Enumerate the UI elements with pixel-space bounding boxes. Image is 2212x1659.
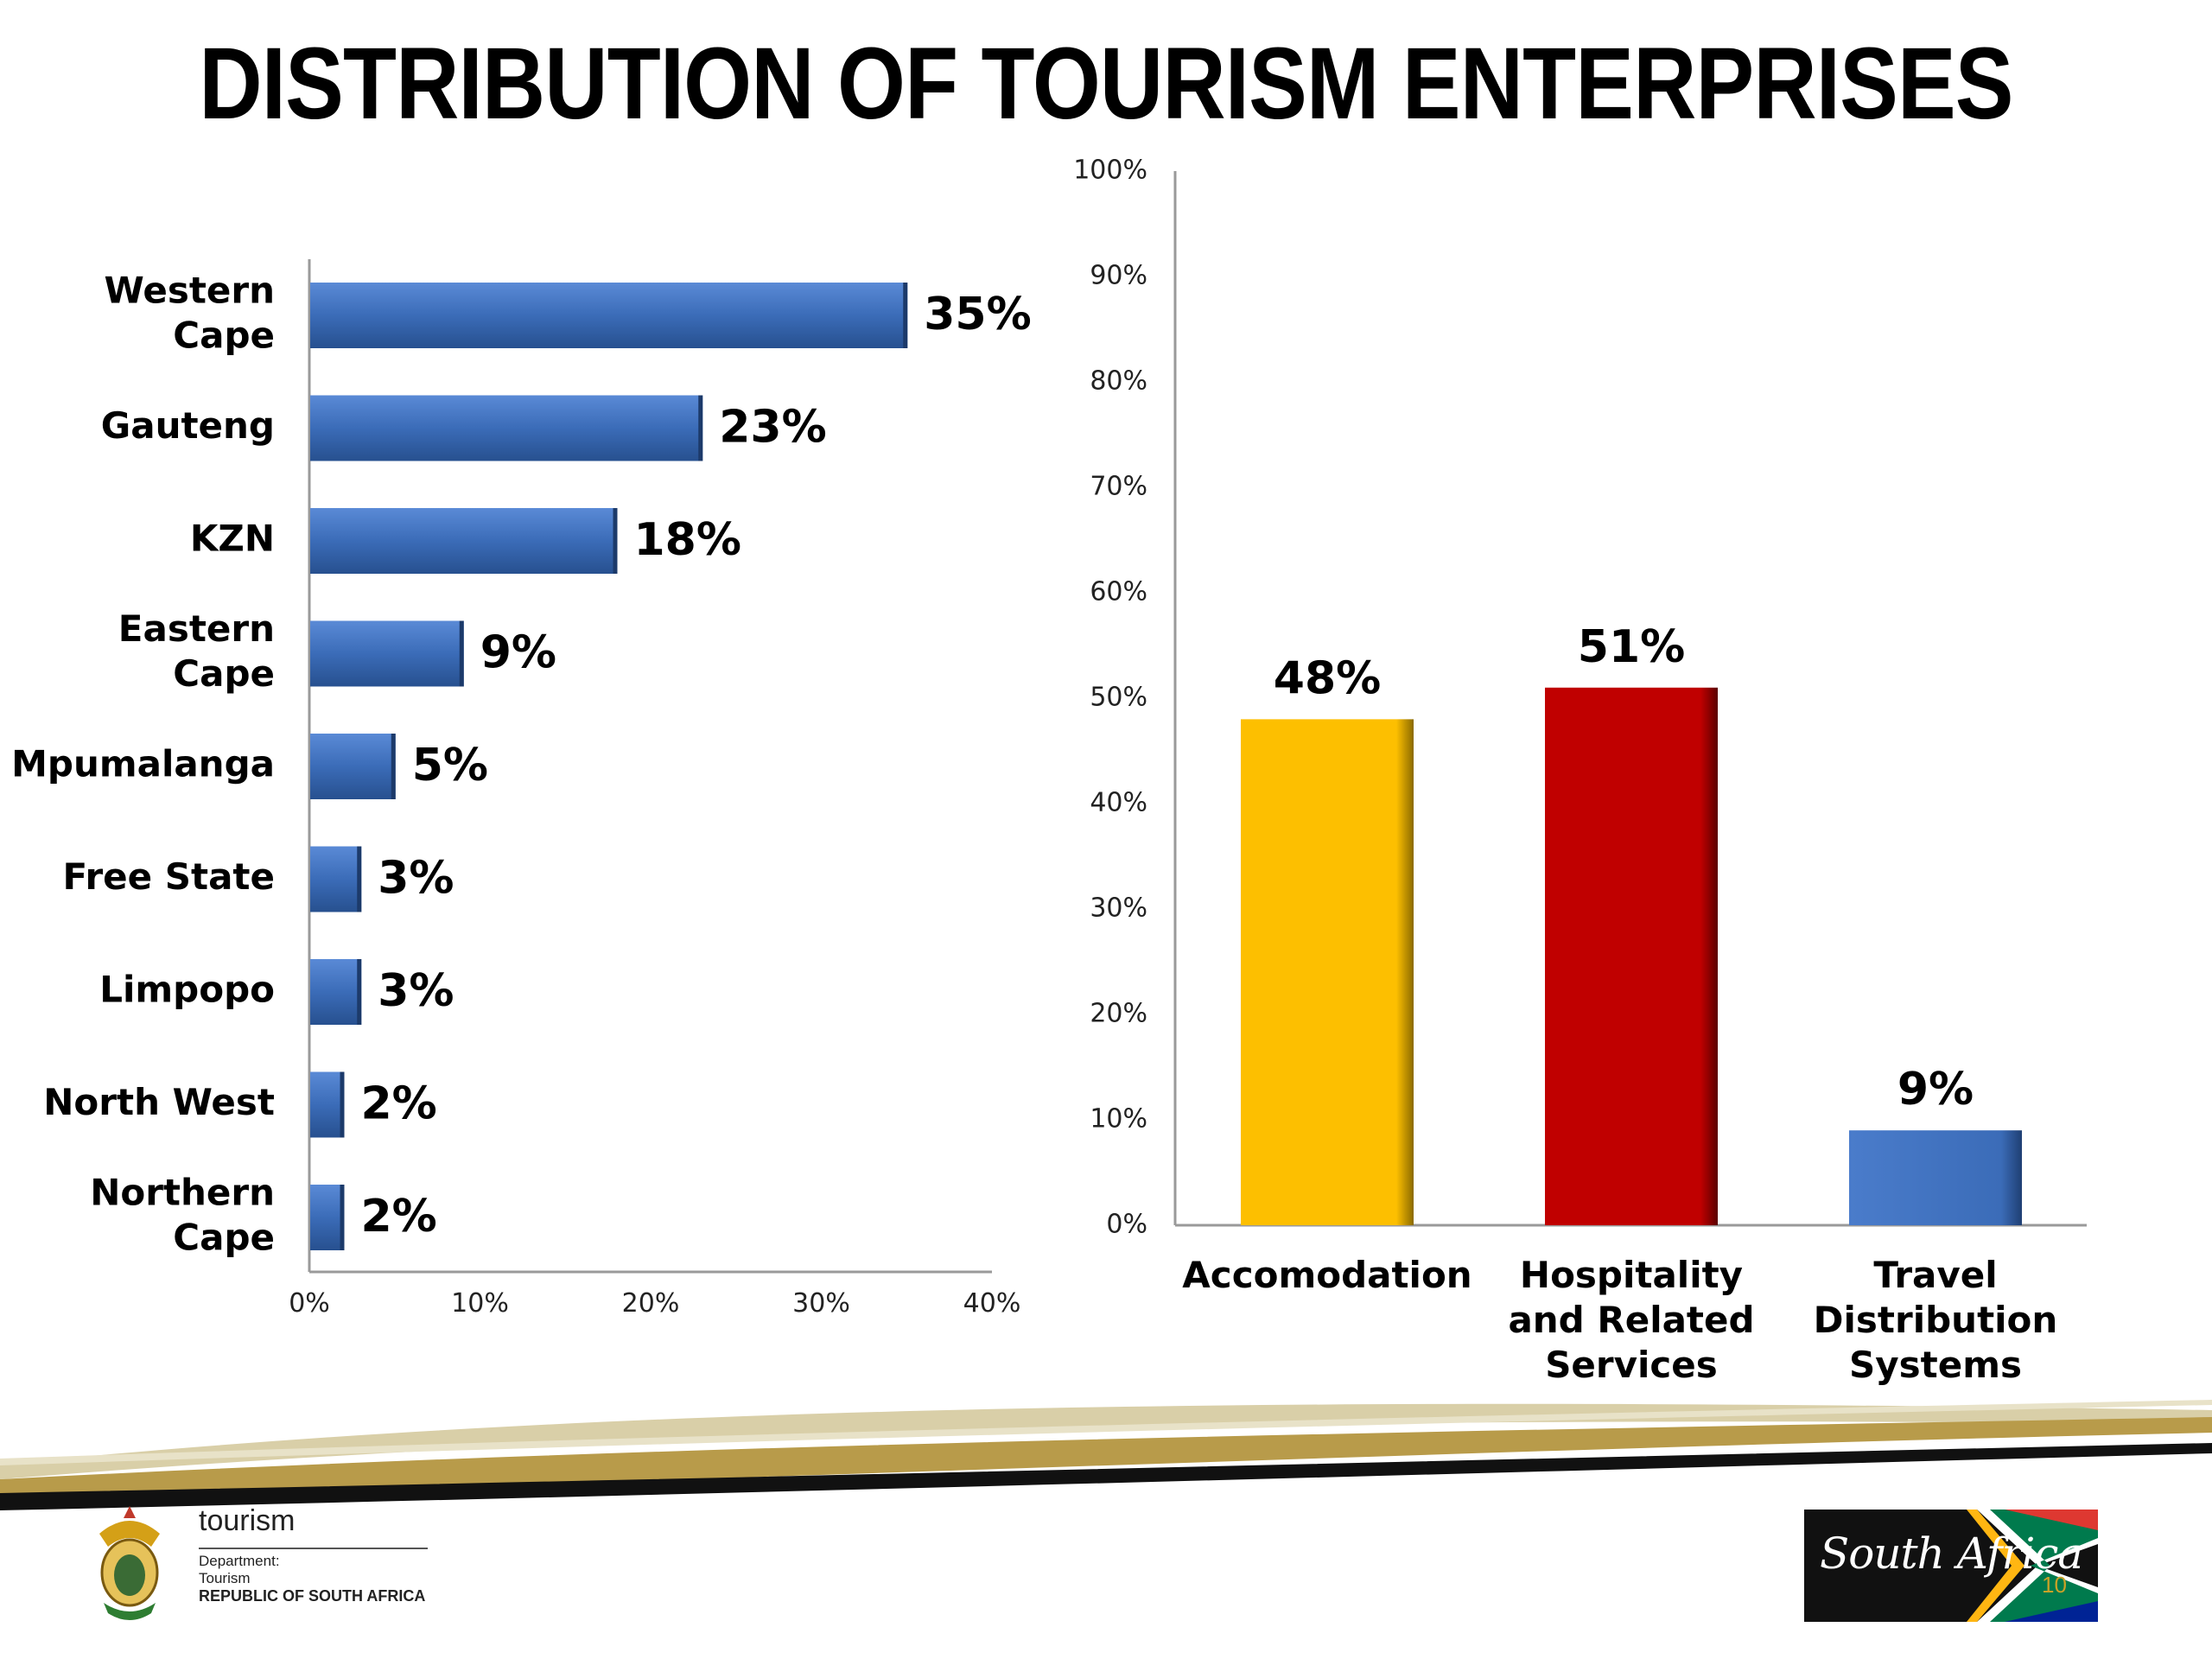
footer-department: Department: Tourism REPUBLIC OF SOUTH AF…	[199, 1553, 425, 1605]
left-data-label: 3%	[378, 965, 454, 1017]
left-bar	[310, 734, 396, 799]
footer-department-label: Department:	[199, 1553, 280, 1569]
left-category-label: Western Cape	[105, 270, 276, 357]
sa-flag-icon	[1804, 1510, 2098, 1622]
left-category-label: Northern Cape	[90, 1172, 275, 1259]
left-bar-shade	[340, 1185, 345, 1250]
left-bar-shade	[613, 508, 618, 574]
coat-of-arms-icon	[99, 1506, 160, 1620]
left-x-tick-label: 0%	[289, 1288, 330, 1319]
left-data-label: 5%	[412, 740, 488, 791]
provinces-bar-chart: 0% 10% 20% 30% 40% 35% Western Cape 23% Gauteng 1…	[11, 259, 1032, 1319]
right-y-tick-label: 80%	[1090, 366, 1147, 397]
right-data-label: 48%	[1274, 652, 1381, 704]
footer-department-sub: Tourism	[199, 1570, 251, 1586]
left-category-label: Eastern Cape	[118, 607, 275, 695]
left-data-label: 3%	[378, 853, 454, 905]
right-data-label: 9%	[1897, 1064, 1974, 1116]
left-bar-shade	[903, 283, 908, 348]
right-y-tick-label: 20%	[1090, 999, 1147, 1029]
left-bar	[310, 620, 464, 687]
department-logo: tourism Department: Tourism REPUBLIC OF …	[82, 1499, 445, 1637]
left-data-label: 2%	[361, 1191, 437, 1243]
left-category-label: Mpumalanga	[11, 743, 275, 785]
right-bar	[1241, 719, 1414, 1225]
left-bar-shade	[698, 395, 703, 461]
left-bar-shade	[391, 734, 396, 799]
right-y-tick-label: 10%	[1090, 1104, 1147, 1135]
left-data-label: 18%	[634, 514, 741, 566]
right-bar	[1849, 1130, 2022, 1225]
right-y-tick-label: 0%	[1106, 1210, 1147, 1240]
right-y-tick-label: 50%	[1090, 683, 1147, 713]
left-bar	[310, 395, 703, 461]
right-data-label: 51%	[1578, 621, 1685, 673]
right-category-label: Accomodation	[1182, 1254, 1471, 1296]
footer-country: REPUBLIC OF SOUTH AFRICA	[199, 1587, 426, 1605]
left-bar	[310, 1071, 345, 1138]
left-bar-shade	[357, 846, 362, 912]
right-category-label: Hospitality and Related Services	[1508, 1254, 1754, 1386]
south-africa-logo: South Africa 10	[1804, 1510, 2098, 1622]
left-x-tick-label: 20%	[622, 1288, 680, 1319]
left-bar	[310, 508, 618, 574]
sectors-bar-chart: 0% 10% 20% 30% 40% 50% 60% 70% 80% 90% 100% 48% Acc…	[1073, 156, 2087, 1386]
left-bar	[310, 1185, 345, 1250]
left-bar	[310, 959, 362, 1025]
left-category-label: North West	[43, 1081, 275, 1123]
right-y-tick-label: 60%	[1090, 577, 1147, 607]
left-x-tick-label: 30%	[792, 1288, 850, 1319]
footer-swoosh	[0, 1400, 2212, 1510]
left-data-label: 35%	[924, 289, 1031, 340]
left-x-tick-label: 40%	[963, 1288, 1021, 1319]
left-category-label: KZN	[190, 518, 275, 560]
left-category-label: Free State	[62, 855, 275, 898]
left-bar	[310, 846, 362, 912]
right-y-tick-label: 100%	[1073, 156, 1147, 186]
sa-logo-text: South Africa	[1820, 1529, 2083, 1579]
right-y-tick-label: 90%	[1090, 261, 1147, 291]
page-title: DISTRIBUTION OF TOURISM ENTERPRISES	[199, 27, 2013, 141]
left-data-label: 9%	[480, 627, 556, 679]
left-bar-shade	[459, 620, 464, 687]
left-x-tick-label: 10%	[451, 1288, 509, 1319]
left-data-label: 2%	[361, 1078, 437, 1130]
right-bar	[1545, 687, 1718, 1225]
right-y-tick-label: 30%	[1090, 893, 1147, 924]
left-category-label: Limpopo	[99, 969, 275, 1011]
footer-brand: tourism	[199, 1504, 296, 1537]
left-bar	[310, 283, 908, 348]
left-bar-shade	[357, 959, 362, 1025]
right-y-tick-label: 40%	[1090, 788, 1147, 818]
left-bar-shade	[340, 1071, 345, 1138]
left-category-label: Gauteng	[101, 404, 275, 447]
footer-rule	[199, 1548, 428, 1549]
right-category-label: Travel Distribution Systems	[1814, 1254, 2058, 1386]
page-number: 10	[2042, 1572, 2067, 1598]
right-y-tick-label: 70%	[1090, 472, 1147, 502]
left-data-label: 23%	[719, 402, 826, 454]
